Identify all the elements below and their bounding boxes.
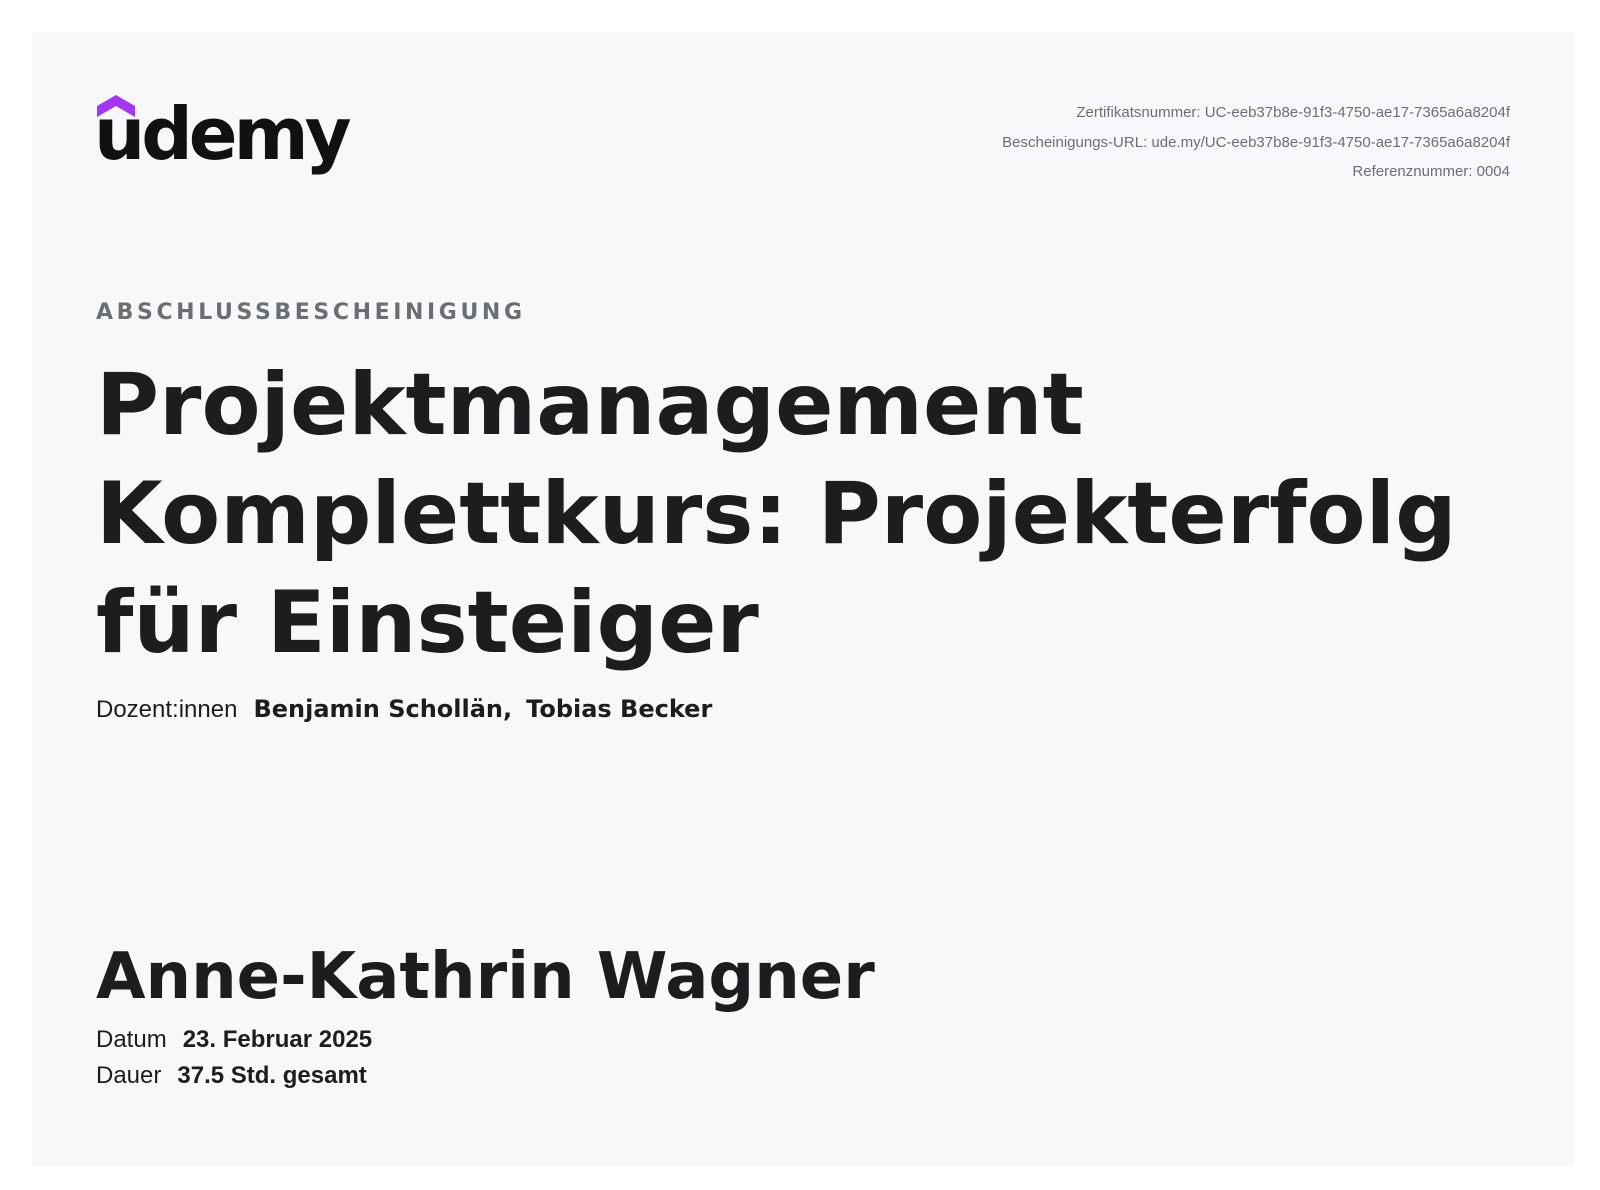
instructors-label: Dozent:innen bbox=[96, 696, 238, 723]
udemy-logo: udemy bbox=[94, 92, 356, 194]
recipient-name: Anne-Kathrin Wagner bbox=[96, 940, 875, 1014]
date-label: Datum bbox=[96, 1026, 167, 1053]
certificate-url[interactable]: Bescheinigungs-URL: ude.my/UC-eeb37b8e-9… bbox=[1002, 133, 1510, 151]
course-length: Dauer 37.5 Std. gesamt bbox=[96, 1062, 367, 1090]
reference-number: Referenznummer: 0004 bbox=[1352, 163, 1510, 180]
certificate-card: udemy Zertifikatsnummer: UC-eeb37b8e-91f… bbox=[32, 32, 1574, 1166]
date-value: 23. Februar 2025 bbox=[182, 1026, 373, 1053]
instructor-name: Tobias Becker bbox=[526, 695, 713, 723]
instructor-separator: , bbox=[503, 695, 513, 723]
certificate-eyebrow: ABSCHLUSSBESCHEINIGUNG bbox=[96, 300, 526, 325]
completion-date: Datum 23. Februar 2025 bbox=[96, 1026, 372, 1054]
logo-cap-icon bbox=[97, 95, 135, 117]
instructor-name: Benjamin Schollän bbox=[253, 695, 504, 723]
certificate-meta: Zertifikatsnummer: UC-eeb37b8e-91f3-4750… bbox=[1002, 98, 1510, 187]
length-value: 37.5 Std. gesamt bbox=[177, 1062, 367, 1089]
logo-wordmark: udemy bbox=[94, 92, 352, 176]
certificate-number: Zertifikatsnummer: UC-eeb37b8e-91f3-4750… bbox=[1076, 104, 1510, 121]
course-title: Projektmanagement Komplettkurs: Projekte… bbox=[96, 355, 1457, 673]
instructors-line: Dozent:innen Benjamin Schollän, Tobias Bec… bbox=[96, 695, 712, 724]
length-label: Dauer bbox=[96, 1062, 162, 1089]
